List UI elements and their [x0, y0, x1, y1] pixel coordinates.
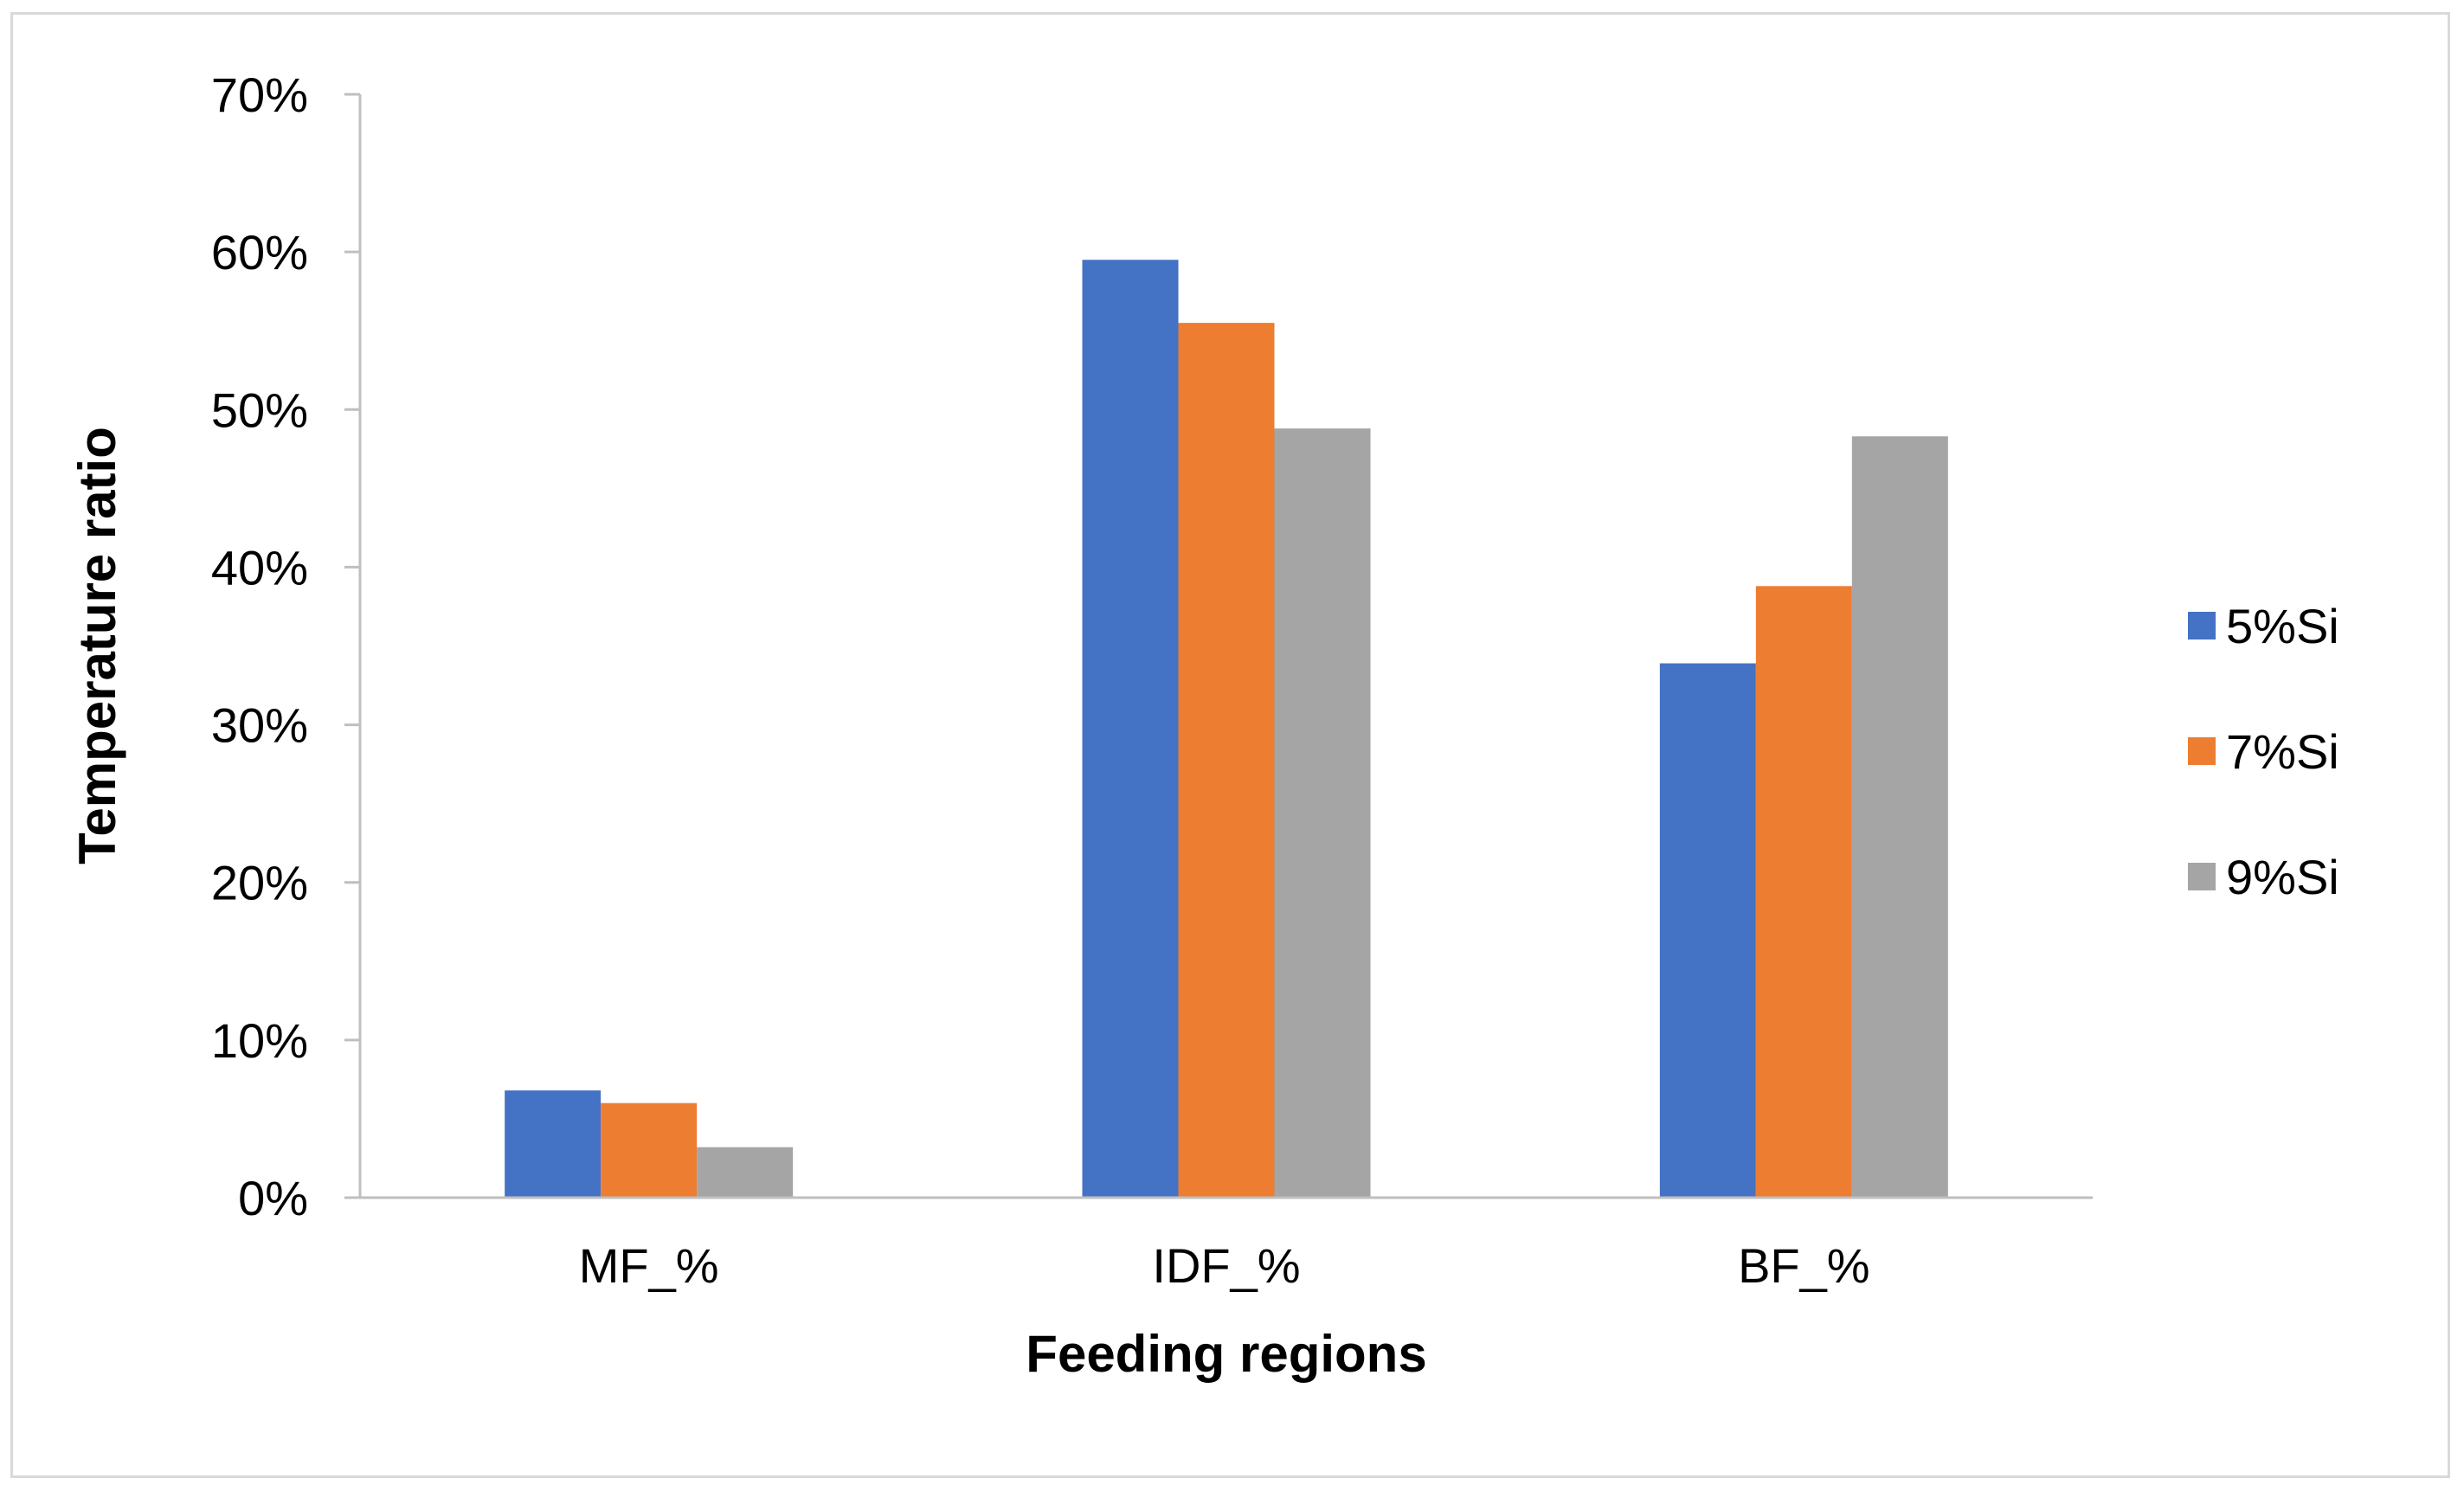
- bars: [505, 260, 1948, 1199]
- bar-9pctsi-mf: [697, 1147, 794, 1198]
- y-axis-title: Temperature ratio: [68, 427, 126, 864]
- bar-5pctsi-idf: [1082, 260, 1179, 1198]
- legend-swatch: [2188, 612, 2216, 639]
- x-axis-tick-labels: MF_% IDF_% BF_%: [579, 1238, 1870, 1293]
- bar-5pctsi-mf: [505, 1090, 602, 1198]
- x-tick-label: IDF_%: [1152, 1238, 1300, 1293]
- bar-9pctsi-idf: [1274, 428, 1371, 1199]
- y-tick-label: 20%: [211, 856, 308, 910]
- bar-5pctsi-bf: [1659, 663, 1756, 1198]
- y-tick-label: 10%: [211, 1013, 308, 1068]
- legend-label: 5%Si: [2226, 599, 2339, 653]
- bar-9pctsi-bf: [1851, 436, 1948, 1198]
- y-tick-label: 30%: [211, 698, 308, 753]
- y-tick-label: 50%: [211, 382, 308, 437]
- legend-label: 9%Si: [2226, 850, 2339, 904]
- legend-swatch: [2188, 737, 2216, 765]
- x-axis-title: Feeding regions: [1026, 1325, 1426, 1383]
- legend: 5%Si 7%Si 9%Si: [2188, 599, 2339, 904]
- legend-swatch: [2188, 863, 2216, 890]
- y-tick-label: 70%: [211, 67, 308, 122]
- y-tick-label: 40%: [211, 540, 308, 594]
- y-axis-tick-labels: 0% 10% 20% 30% 40% 50% 60% 70%: [211, 67, 308, 1225]
- y-tick-label: 60%: [211, 225, 308, 280]
- x-tick-label: BF_%: [1738, 1238, 1870, 1293]
- bar-7pctsi-bf: [1755, 586, 1852, 1198]
- y-axis-tick-marks: [344, 93, 360, 1199]
- x-tick-label: MF_%: [579, 1238, 719, 1293]
- y-tick-label: 0%: [238, 1171, 308, 1225]
- bar-7pctsi-idf: [1178, 323, 1275, 1198]
- legend-label: 7%Si: [2226, 724, 2339, 779]
- bar-7pctsi-mf: [601, 1102, 698, 1198]
